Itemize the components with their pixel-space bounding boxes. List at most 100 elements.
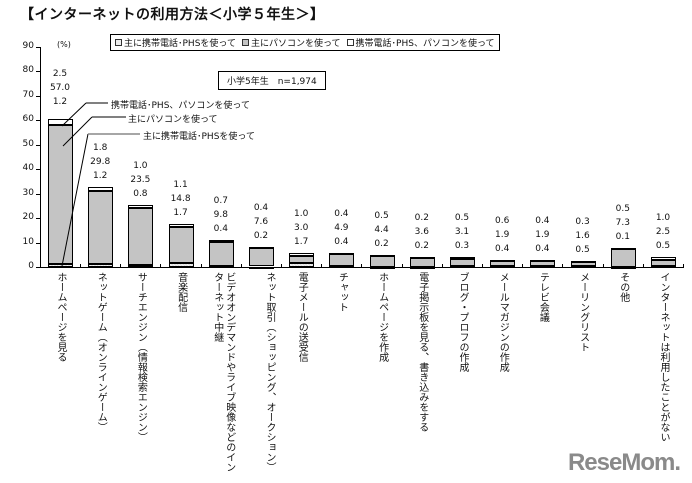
bar-segment-pc — [208, 242, 234, 267]
value-label-both: 0.3 — [575, 217, 590, 228]
y-tick-mark — [36, 267, 40, 268]
category-label: 音楽配信 — [175, 272, 187, 312]
value-label-phone: 1.7 — [173, 207, 188, 218]
value-label-both: 1.0 — [133, 161, 148, 172]
bar-segment-both — [208, 240, 234, 243]
value-label-phone: 0.4 — [495, 243, 510, 254]
value-label-phone: 0.3 — [454, 241, 470, 252]
bar-segment-both — [490, 259, 516, 262]
x-tick-mark — [321, 264, 323, 268]
category-label: ネットゲーム（オンラインゲーム） — [95, 272, 107, 432]
bar-segment-phone — [409, 266, 435, 269]
bar-segment-both — [48, 118, 73, 125]
value-label-pc: 57.0 — [49, 83, 71, 93]
value-label-pc: 2.5 — [655, 227, 671, 238]
value-label-both: 0.7 — [213, 196, 228, 207]
y-axis-line — [40, 47, 41, 268]
bar-segment-both — [128, 205, 154, 208]
bar-segment-pc — [289, 255, 315, 263]
value-label-phone: 0.4 — [535, 244, 550, 255]
y-tick-mark — [36, 120, 40, 122]
value-label-both: 0.5 — [374, 210, 389, 221]
bar-segment-phone — [530, 266, 556, 269]
value-label-phone: 1.2 — [52, 97, 68, 107]
bar-segment-phone — [168, 262, 194, 267]
value-labels: 1.0 2.5 0.5 — [643, 211, 683, 253]
x-tick-mark — [482, 264, 483, 268]
value-label-phone: 0.5 — [575, 245, 590, 256]
value-labels: 0.7 9.8 0.4 — [201, 194, 241, 236]
value-labels: 0.5 7.3 0.1 — [603, 202, 643, 244]
bar-segment-phone — [450, 266, 475, 269]
value-label-both: 1.0 — [294, 209, 309, 220]
swatch-phone-icon — [115, 39, 122, 46]
x-tick-mark — [441, 264, 443, 268]
value-label-both: 1.0 — [655, 213, 671, 224]
x-tick-mark — [200, 264, 202, 268]
value-label-pc: 3.0 — [294, 223, 309, 234]
bar-segment-pc — [48, 124, 73, 265]
y-tick-mark — [36, 242, 40, 244]
value-label-pc: 1.9 — [535, 230, 550, 241]
value-label-pc: 9.8 — [213, 210, 228, 221]
value-labels: 1.8 29.8 1.2 — [80, 141, 120, 183]
x-tick-mark — [401, 264, 403, 268]
value-labels: 0.4 1.9 0.4 — [522, 214, 562, 256]
bar-segment-phone — [289, 262, 315, 267]
value-label-pc: 7.6 — [253, 216, 269, 227]
x-tick-mark — [642, 264, 644, 268]
x-tick-mark — [160, 264, 162, 268]
x-tick-mark — [602, 264, 604, 268]
y-tick-label: 60 — [22, 114, 34, 125]
y-tick-label: 0 — [28, 261, 34, 271]
x-tick-mark — [683, 264, 684, 268]
bar-segment-phone — [329, 266, 355, 269]
category-label: 電子掲示板を見る、書き込みをする — [416, 272, 428, 432]
y-tick-mark — [36, 218, 40, 220]
y-tick-label: 10 — [22, 236, 34, 247]
y-tick-mark — [36, 95, 40, 97]
category-label: チャット — [336, 272, 348, 312]
category-label: ホームページを見る — [55, 272, 66, 362]
x-tick-mark — [281, 264, 282, 268]
legend-label: 携帯電話･PHS、パソコンを使って — [355, 39, 495, 49]
bar-segment-phone — [208, 266, 234, 269]
value-label-both: 1.1 — [173, 179, 188, 190]
bar-segment-pc — [168, 226, 194, 263]
value-label-pc: 4.4 — [374, 224, 389, 235]
x-tick-mark — [361, 264, 363, 268]
value-label-pc: 4.9 — [334, 223, 349, 234]
callout-pc: 主にパソコンを使って — [128, 115, 218, 125]
bar-segment-both — [88, 186, 114, 192]
callout-both: 携帯電話･PHS、パソコンを使って — [111, 101, 250, 111]
value-labels: 1.0 3.0 1.7 — [281, 207, 321, 249]
value-label-phone: 0.2 — [414, 241, 429, 252]
value-label-both: 0.4 — [535, 216, 550, 227]
y-tick-mark — [36, 47, 40, 48]
swatch-pc-icon — [241, 39, 249, 46]
value-label-both: 0.5 — [615, 203, 630, 214]
bar-segment-both — [369, 254, 395, 257]
category-label: ネット取引（ショッピング、オークション） — [264, 272, 275, 472]
bar-segment-phone — [570, 265, 596, 268]
bar-segment-both — [530, 260, 556, 263]
chart-title: 【インターネットの利用方法＜小学５年生＞】 — [20, 7, 325, 23]
value-label-both: 0.4 — [334, 209, 349, 220]
value-labels: 0.2 3.6 0.2 — [402, 211, 442, 253]
value-labels: 1.0 23.5 0.8 — [120, 159, 160, 201]
category-label: テレビ会議 — [537, 272, 549, 322]
value-label-pc: 7.3 — [615, 217, 630, 228]
category-label: ビデオオンデマンドやライブ映像などのインターネット中継 — [211, 272, 235, 472]
bar-segment-both — [289, 253, 315, 256]
value-label-pc: 23.5 — [130, 175, 151, 186]
bar-segment-both — [409, 257, 435, 260]
swatch-both-icon — [346, 39, 354, 46]
bar-segment-phone — [88, 264, 114, 267]
callout-phone: 主に携帯電話･PHSを使って — [143, 132, 255, 142]
bar-segment-both — [168, 223, 194, 227]
value-label-phone: 0.4 — [213, 224, 228, 235]
category-label: インターネットは利用したことがない — [658, 272, 669, 442]
bar-segment-phone — [128, 265, 154, 268]
bar-segment-both — [570, 261, 596, 264]
bar-segment-phone — [651, 265, 676, 268]
